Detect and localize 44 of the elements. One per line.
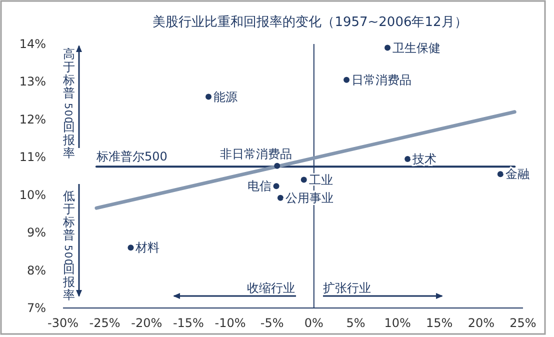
series-label: 标准普尔500 [95, 150, 168, 164]
annotation: 收缩行业 [247, 281, 295, 295]
series-label: 日常消费品 [352, 72, 412, 87]
series-label: 电信 [247, 179, 272, 194]
point [497, 171, 504, 178]
y-tick-label: 7% [26, 301, 46, 315]
x-tick-label: -25% [89, 316, 120, 330]
text: 高于标普500回报率 [62, 47, 75, 160]
y-tick-label: 14% [19, 37, 46, 51]
point [274, 162, 280, 169]
chart-title: 美股行业比重和回报率的变化（1957~2006年12月） [152, 14, 468, 30]
series-label: 金融 [505, 167, 530, 182]
x-tick-label: -20% [131, 316, 162, 330]
y-tick-label: 11% [19, 150, 46, 164]
point [300, 176, 307, 183]
x-tick-label: 25% [510, 316, 536, 330]
x-tick-label: 5% [346, 316, 366, 330]
x-tick-label: 10% [384, 316, 411, 330]
point [273, 183, 280, 190]
y-tick-label: 12% [19, 112, 46, 126]
annotation: 扩张行业 [323, 281, 371, 295]
series-label: 材料 [134, 240, 160, 255]
point [206, 94, 212, 100]
x-tick-label: -10% [214, 316, 246, 330]
series-label: 技术 [412, 152, 437, 166]
x-tick-label: 0% [304, 316, 324, 330]
x-tick-label: -5% [260, 316, 284, 330]
point [277, 194, 284, 201]
y-tick-label: 9% [26, 226, 46, 240]
x-tick-label: 15% [426, 316, 453, 330]
point [344, 76, 350, 83]
point [128, 244, 134, 251]
y-tick-label: 10% [19, 188, 46, 202]
series-label: 卫生保健 [392, 40, 441, 55]
y-tick-label: 13% [19, 74, 46, 89]
x-tick-label: -30% [47, 316, 79, 330]
x-tick-label: -15% [172, 316, 204, 330]
point [384, 44, 391, 51]
x-tick-label: 20% [468, 316, 495, 330]
text: 低于标普500回报率 [62, 189, 75, 302]
point [404, 156, 411, 162]
series-label: 非日常消费品 [220, 146, 292, 161]
y-tick-label: 8% [26, 263, 46, 278]
series-label: 能源 [214, 90, 238, 104]
